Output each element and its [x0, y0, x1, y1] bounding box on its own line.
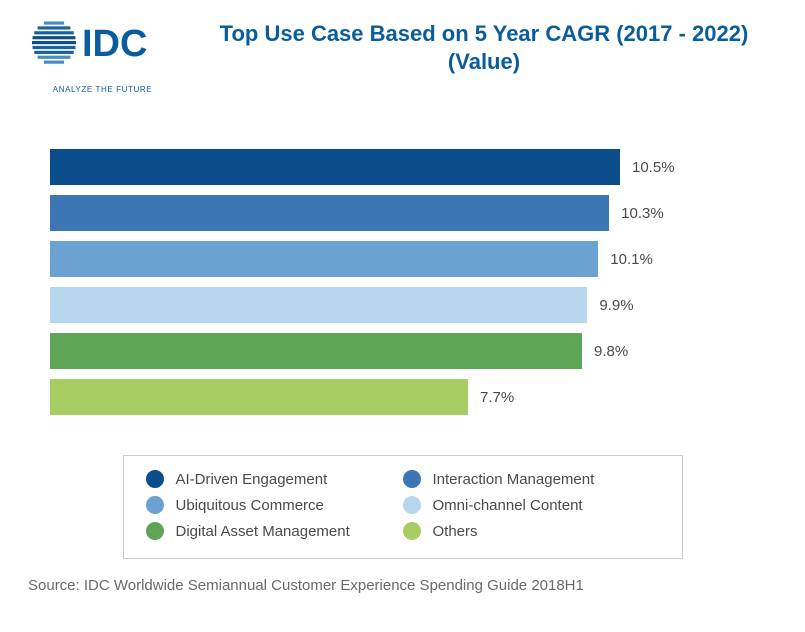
legend: AI-Driven Engagement Interaction Manageme…	[123, 455, 683, 559]
chart-title-line2: (Value)	[193, 48, 775, 76]
bar-row: 9.8%	[50, 333, 755, 369]
source-citation: Source: IDC Worldwide Semiannual Custome…	[28, 577, 805, 594]
bar-chart: 10.5% 10.3% 10.1% 9.9% 9.8% 7.7%	[50, 149, 755, 415]
legend-swatch	[403, 496, 421, 514]
bar-value-label: 7.7%	[480, 389, 514, 406]
logo-text: IDC	[82, 23, 147, 65]
bar	[50, 241, 598, 277]
legend-item: Ubiquitous Commerce	[146, 496, 403, 514]
bar	[50, 195, 609, 231]
bar-row: 9.9%	[50, 287, 755, 323]
bar-row: 7.7%	[50, 379, 755, 415]
idc-logo: IDC ANALYZE THE FUTURE	[30, 18, 175, 94]
chart-title-line1: Top Use Case Based on 5 Year CAGR (2017 …	[193, 20, 775, 48]
idc-logo-svg: IDC	[30, 18, 175, 78]
legend-label: Ubiquitous Commerce	[176, 497, 324, 514]
bar-value-label: 9.8%	[594, 343, 628, 360]
bar-value-label: 9.9%	[599, 297, 633, 314]
bar-row: 10.5%	[50, 149, 755, 185]
bar-row: 10.3%	[50, 195, 755, 231]
legend-item: AI-Driven Engagement	[146, 470, 403, 488]
legend-label: Digital Asset Management	[176, 523, 350, 540]
legend-label: Interaction Management	[433, 471, 595, 488]
legend-label: Omni-channel Content	[433, 497, 583, 514]
header: IDC ANALYZE THE FUTURE Top Use Case Base…	[0, 0, 805, 94]
legend-swatch	[403, 470, 421, 488]
legend-swatch	[146, 470, 164, 488]
bar	[50, 287, 587, 323]
bar	[50, 149, 620, 185]
legend-item: Others	[403, 522, 660, 540]
bar	[50, 379, 468, 415]
bar-value-label: 10.1%	[610, 251, 653, 268]
legend-swatch	[146, 522, 164, 540]
logo-tagline: ANALYZE THE FUTURE	[30, 85, 175, 94]
legend-swatch	[146, 496, 164, 514]
bar-value-label: 10.5%	[632, 159, 675, 176]
legend-item: Interaction Management	[403, 470, 660, 488]
bar-value-label: 10.3%	[621, 205, 664, 222]
title-block: Top Use Case Based on 5 Year CAGR (2017 …	[193, 18, 775, 75]
legend-item: Digital Asset Management	[146, 522, 403, 540]
legend-label: Others	[433, 523, 478, 540]
legend-label: AI-Driven Engagement	[176, 471, 328, 488]
bar-row: 10.1%	[50, 241, 755, 277]
legend-item: Omni-channel Content	[403, 496, 660, 514]
bar	[50, 333, 582, 369]
legend-swatch	[403, 522, 421, 540]
